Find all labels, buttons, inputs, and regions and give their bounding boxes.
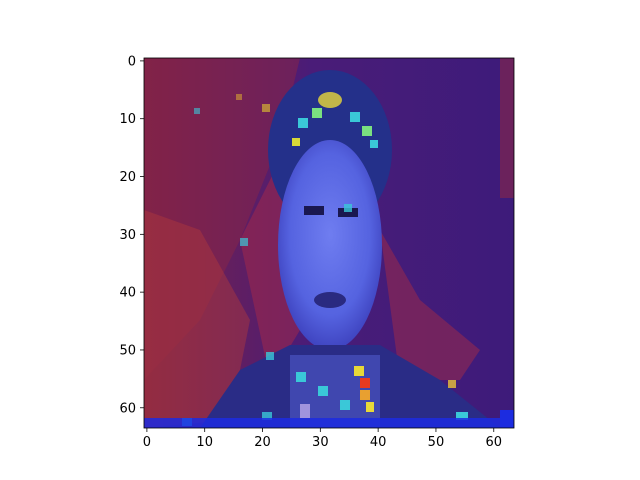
- x-tick-label: 0: [143, 435, 151, 450]
- y-tick-label: 10: [119, 112, 136, 127]
- y-tick-label: 0: [128, 54, 136, 69]
- y-tick-label: 20: [119, 170, 136, 185]
- x-tick-label: 30: [312, 435, 329, 450]
- x-tick-label: 10: [196, 435, 213, 450]
- x-tick-label: 60: [485, 435, 502, 450]
- y-axis: 0 10 20 30 40 50 60: [119, 54, 144, 416]
- y-tick-label: 50: [119, 343, 136, 358]
- plot-frame: [143, 57, 515, 429]
- x-tick-label: 50: [428, 435, 445, 450]
- x-axis: 0 10 20 30 40 50 60: [143, 428, 502, 450]
- y-tick-label: 60: [119, 401, 136, 416]
- y-tick-label: 40: [119, 286, 136, 301]
- heatmap-image: [144, 58, 514, 428]
- x-tick-label: 40: [370, 435, 387, 450]
- x-tick-label: 20: [254, 435, 271, 450]
- y-tick-label: 30: [119, 228, 136, 243]
